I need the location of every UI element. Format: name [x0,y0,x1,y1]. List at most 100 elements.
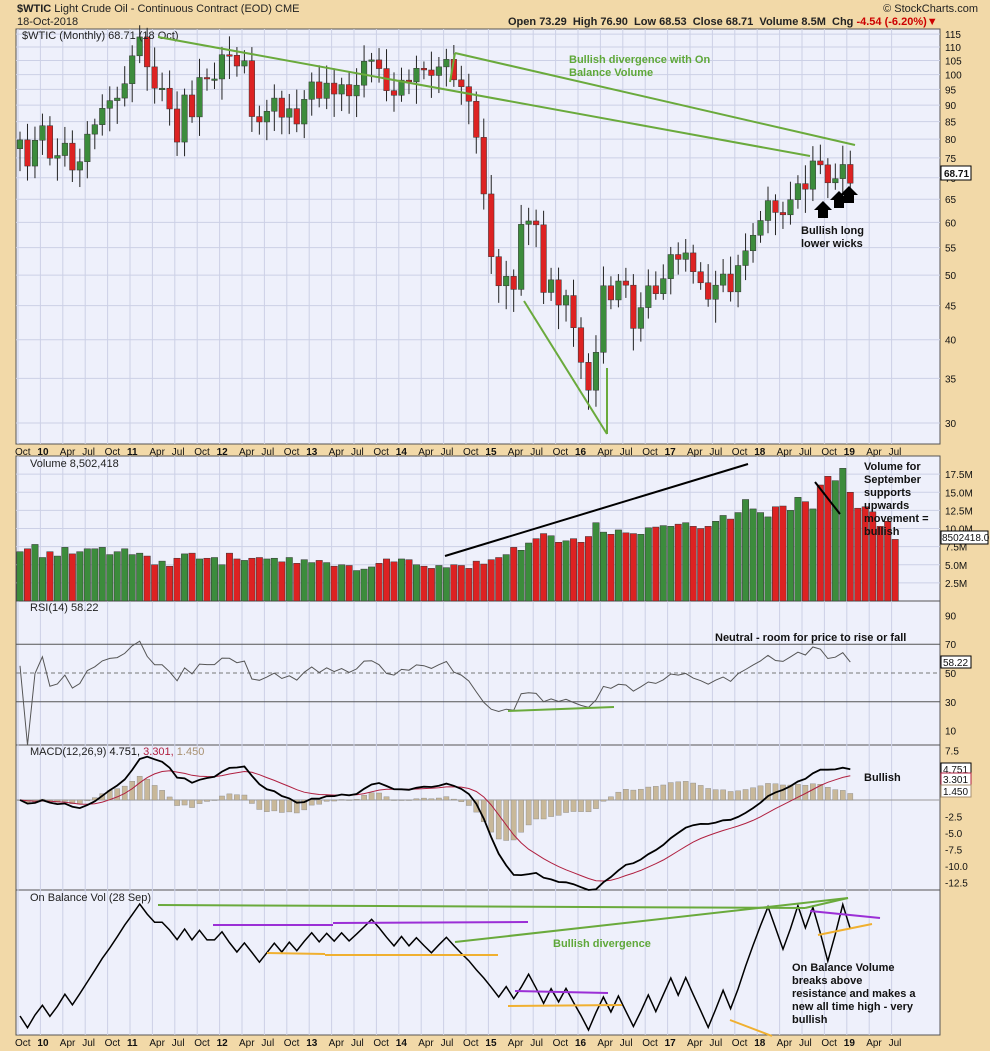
x-tick-label: Oct [732,1038,748,1049]
x-tick-label: Apr [149,447,165,458]
volume-bar [68,553,76,602]
candle-body [682,252,689,260]
x-tick-label: Jul [172,447,185,458]
volume-bar [839,468,847,602]
volume-bar [727,518,735,602]
x-tick-label: Oct [463,1038,479,1049]
volume-bar [308,562,316,602]
x-tick-label: Oct [284,1038,300,1049]
volume-bar [173,557,181,602]
volume-bar [480,563,488,602]
candle-body [159,87,166,90]
x-tick-label: 12 [217,447,229,458]
x-tick-label: 18 [754,447,766,458]
candle-body [69,142,76,171]
macd-histogram-bar [301,799,308,811]
macd-histogram-bar [219,795,225,801]
watermark: © StockCharts.com [883,3,978,15]
volume-trendline-2 [814,481,841,515]
volume-bar [644,527,652,602]
candle-body [106,100,113,109]
candle-body [577,327,585,363]
candle-body [196,77,203,118]
macd-histogram-bar [159,790,165,801]
macd-y-tick-label: 7.5 [945,747,959,758]
x-tick-label: 11 [127,447,138,458]
volume-bar [577,542,585,602]
macd-histogram-bar [204,799,210,802]
volume-bar [330,565,338,602]
price-trendlines [157,36,856,435]
x-tick-label: Apr [329,1038,345,1049]
macd-histogram-bar [271,799,278,812]
macd-histogram-bar [473,799,480,813]
macd-histogram-bar [406,799,412,801]
x-tick-label: Jul [709,447,722,458]
volume-bar [225,552,233,602]
x-tick-label: Oct [553,1038,569,1049]
candle-body [84,133,91,162]
volume-y-tick-label: 2.5M [945,579,967,590]
x-tick-label: Oct [284,447,300,458]
volume-bar [240,560,248,602]
macd-histogram-bar [540,799,547,820]
x-tick-label: Jul [799,447,812,458]
high-value: 76.90 [600,16,628,28]
x-tick-label: Jul [351,447,364,458]
x-tick-label: Jul [82,1038,95,1049]
volume-bar [846,492,854,602]
macd-histogram-bar [593,799,599,809]
macd-y-tick-label: -2.5 [945,813,963,824]
macd-histogram-bar [765,783,771,801]
volume-bar [547,535,555,602]
x-tick-label: Apr [239,1038,255,1049]
x-tick-label: Jul [351,1038,364,1049]
volume-bar [487,559,495,602]
x-tick-label: Apr [777,447,793,458]
volume-bar [143,555,151,602]
macd-histogram-bar [645,786,652,801]
candle-body [533,220,540,226]
volume-bar [270,557,278,602]
volume-bar [607,534,615,602]
macd-histogram-bar [705,788,711,801]
price-y-tick-label: 60 [945,218,957,229]
volume-bar [749,508,757,602]
volume-bar [652,526,660,602]
candle-body [562,295,570,306]
macd-histogram-bar [84,799,91,802]
candle-body [46,125,53,159]
volume-bar [53,555,61,602]
candle-body [779,212,787,216]
x-tick-label: Oct [642,1038,658,1049]
candle-body [390,90,398,96]
volume-bar [61,547,69,602]
macd-histogram-bar [623,789,629,801]
volume-bar [682,522,690,602]
volume-bar [697,528,705,602]
candle-body [91,124,98,135]
volume-bars [16,468,899,602]
volume-bar [360,568,368,602]
candle-body [622,280,629,286]
price-trendline-2 [454,52,856,146]
macd-histogram-bar [757,785,764,801]
volume-bar [353,570,361,602]
candle-body [144,36,151,68]
macd-histogram-bar [570,799,577,812]
x-tick-label: Oct [15,1038,31,1049]
x-axis: Oct Oct 10 10 Apr Apr Jul Jul Oct Oct 11 11 Apr Apr Ju… [15,447,901,1049]
macd-histogram-bar [563,799,569,813]
volume-bar [121,548,129,602]
volume-bar [113,551,121,602]
macd-histogram-bar [316,799,323,805]
macd-histogram-bar [660,784,667,801]
candle-body [473,100,480,138]
volume-bar [809,508,817,602]
candle-body [346,84,353,97]
volume-bar [854,507,862,602]
x-tick-label: Oct [821,447,837,458]
candle-body [114,97,121,101]
macd-histogram-bar [503,799,510,841]
volume-bar [816,484,824,602]
